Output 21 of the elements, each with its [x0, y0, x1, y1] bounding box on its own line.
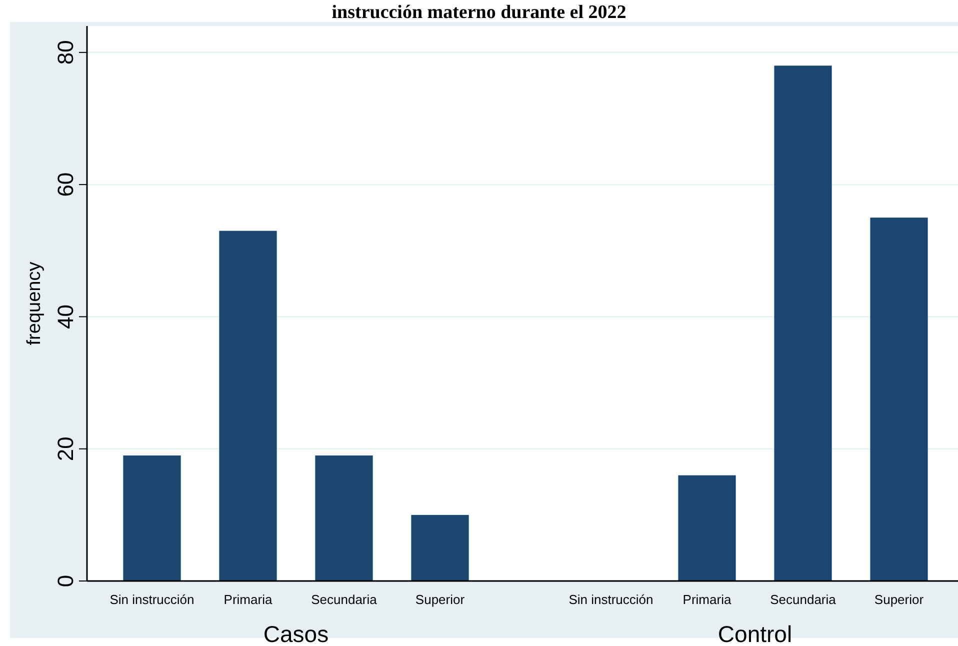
y-tick-label: 0 — [53, 574, 78, 588]
bar — [411, 514, 469, 581]
x-tick-label: Secundaria — [770, 592, 837, 607]
y-tick-label: 80 — [53, 40, 78, 65]
bar — [123, 455, 181, 581]
bar — [219, 230, 277, 581]
x-tick-label: Superior — [415, 592, 466, 607]
x-tick-label: Primaria — [224, 592, 273, 607]
x-tick-label: Sin instrucción — [568, 592, 654, 607]
chart-title: instrucción materno durante el 2022 — [332, 2, 626, 23]
x-axis-title: Control — [718, 621, 792, 646]
y-axis-title: frequency — [24, 261, 45, 346]
y-tick-label: 60 — [53, 172, 78, 197]
x-tick-label: Secundaria — [311, 592, 378, 607]
y-tick-label: 20 — [53, 436, 78, 462]
x-tick-label: Primaria — [682, 592, 732, 607]
y-tick-label: 40 — [53, 304, 78, 329]
x-tick-label: Sin instrucción — [110, 592, 194, 607]
x-tick-label: Superior — [874, 592, 924, 607]
bar — [315, 455, 373, 581]
x-axis-title: Casos — [263, 621, 329, 646]
